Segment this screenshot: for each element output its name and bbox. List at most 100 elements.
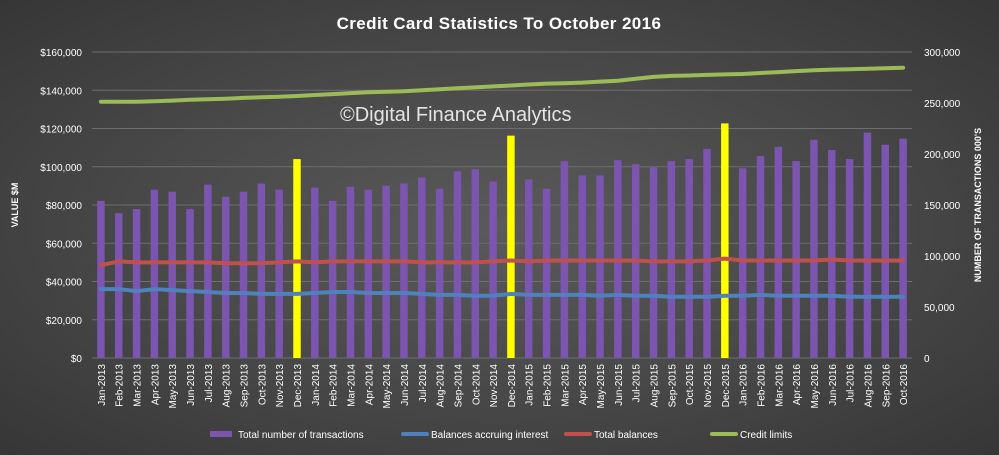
x-tick-label: Nov-2015 [703,364,714,408]
transaction-bar [489,181,497,358]
legend-label: Total balances [594,430,658,441]
y2-tick-label: 200,000 [924,150,961,161]
x-tick-label: Sep-2014 [453,364,464,408]
x-tick-label: Nov-2013 [275,364,286,408]
x-tick-label: May-2014 [382,364,393,409]
transaction-bar [453,171,462,358]
transaction-bar [204,184,212,358]
series-line-3 [98,65,906,104]
x-tick-label: Jun-2013 [186,364,197,406]
y2-tick-label: 150,000 [924,201,961,212]
x-tick-label: Dec-2015 [721,364,732,408]
transaction-bar [738,168,747,358]
y2-tick-label: 300,000 [924,48,961,59]
x-tick-label: Jul-2013 [204,364,215,403]
transaction-bar [114,213,123,358]
x-tick-label: Apr-2015 [578,364,589,406]
transaction-bar [774,146,783,358]
transaction-bar [810,139,818,358]
x-tick-label: Sep-2016 [881,364,892,408]
transaction-bar [524,179,533,358]
transaction-bar [596,175,604,358]
transaction-bar [275,189,283,358]
x-tick-label: Jan-2016 [739,364,750,406]
x-tick-label: Feb-2016 [756,364,767,407]
legend-swatch [210,431,232,437]
x-tick-label: Apr-2014 [364,364,375,406]
watermark-text: ©Digital Finance Analytics [340,104,572,126]
y-tick-label: $40,000 [46,278,83,289]
series-line-1 [98,287,906,299]
series-line-2 [98,256,906,268]
x-tick-label: May-2016 [810,364,821,409]
x-tick-label: Jun-2014 [400,364,411,406]
transaction-bar [685,159,693,358]
x-axis-ticks: Jan-2013 Feb-2013 Mar-2013 Apr-2013 May-2013… [97,364,910,409]
y2-tick-label: 0 [924,354,930,365]
x-tick-label: Jul-2014 [418,364,429,403]
transaction-bar [239,191,248,358]
highlighted-bar [507,135,515,358]
x-tick-label: Aug-2013 [222,364,233,408]
x-tick-label: Jan-2013 [97,364,108,406]
transaction-bar [257,183,266,358]
x-tick-label: Oct-2014 [471,364,482,406]
transaction-bar [578,175,586,358]
x-tick-label: Jul-2015 [632,364,643,403]
y2-tick-label: 50,000 [924,303,955,314]
transaction-bar [186,209,194,358]
transaction-bar [863,132,872,358]
x-tick-label: Jun-2015 [614,364,625,406]
y-tick-label: $80,000 [46,201,83,212]
legend-label: Credit limits [740,430,792,441]
y2-tick-label: 100,000 [924,252,961,263]
transaction-bar [542,188,551,358]
highlighted-bar [721,123,729,359]
y-axis-title: VALUE $M [10,183,20,228]
highlighted-bar [293,159,301,358]
transaction-bar [703,148,711,358]
transaction-bar [364,189,373,358]
x-tick-label: Oct-2015 [685,364,696,406]
transaction-bar [132,209,141,358]
y-tick-label: $160,000 [40,48,82,59]
transaction-bar [382,185,390,358]
x-tick-label: Aug-2016 [863,364,874,408]
y2-tick-label: 250,000 [924,99,961,110]
x-tick-label: Feb-2015 [543,364,554,407]
x-tick-label: Oct-2013 [257,364,268,406]
x-tick-label: Sep-2015 [667,364,678,408]
x-tick-label: Dec-2013 [293,364,304,408]
x-tick-label: Mar-2013 [133,364,144,407]
x-tick-label: Mar-2015 [560,364,571,407]
line-series [98,65,906,299]
y2-axis-title: NUMBER OF TRANSACTIONS 000'S [973,128,983,282]
transaction-bar [328,200,337,358]
transaction-bar [881,144,890,358]
x-tick-label: May-2015 [596,364,607,409]
transaction-bar [435,188,444,358]
transaction-bar [346,186,355,358]
y-tick-label: $120,000 [40,125,82,136]
x-tick-label: Aug-2014 [436,364,447,408]
transaction-bar [150,189,159,358]
transaction-bar [899,138,907,358]
y-tick-label: $0 [71,354,83,365]
y-tick-label: $140,000 [40,86,82,97]
x-tick-label: Nov-2014 [489,364,500,408]
x-tick-label: Jul-2016 [846,364,857,403]
right-axis-ticks: 0 50,000 100,000 150,000 200,000 250,000 300,0… [924,48,961,365]
transaction-bar [756,156,765,358]
transaction-bar [168,191,176,358]
bar-series [97,123,907,359]
transaction-bar [400,183,408,358]
x-tick-label: Jun-2016 [828,364,839,406]
y-tick-label: $60,000 [46,239,83,250]
x-tick-label: Sep-2013 [240,364,251,408]
x-tick-label: Mar-2014 [346,364,357,407]
x-tick-label: Dec-2014 [507,364,518,408]
x-tick-label: May-2013 [168,364,179,409]
x-tick-label: Oct-2016 [899,364,910,406]
